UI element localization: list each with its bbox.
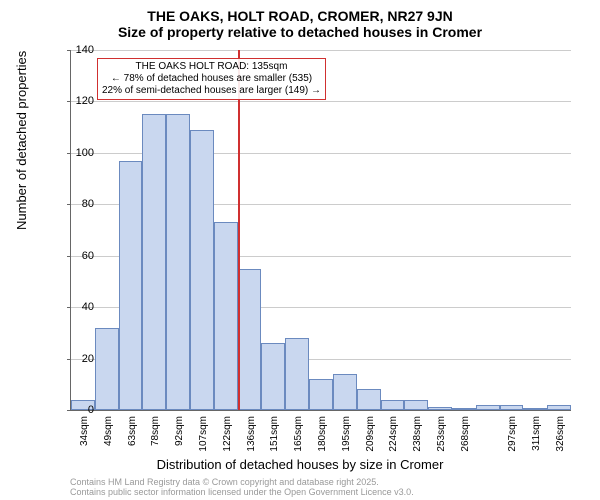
x-tick-label: 165sqm (293, 416, 304, 452)
y-tick-label: 140 (76, 44, 94, 56)
histogram-bar (261, 343, 285, 410)
y-tick (67, 256, 71, 257)
x-tick-label: 180sqm (317, 416, 328, 452)
x-tick-label: 224sqm (388, 416, 399, 452)
x-tick-label: 107sqm (198, 416, 209, 452)
y-axis-label: Number of detached properties (14, 51, 29, 230)
y-tick (67, 307, 71, 308)
x-tick-label: 63sqm (127, 416, 138, 446)
histogram-bar (547, 405, 571, 410)
histogram-bar (476, 405, 500, 410)
y-tick-label: 120 (76, 95, 94, 107)
y-tick (67, 101, 71, 102)
y-tick-label: 20 (82, 353, 94, 365)
histogram-bar (523, 408, 547, 410)
y-tick-label: 80 (82, 198, 94, 210)
y-tick (67, 359, 71, 360)
x-tick-label: 195sqm (341, 416, 352, 452)
x-tick-label: 122sqm (222, 416, 233, 452)
x-tick-label: 253sqm (436, 416, 447, 452)
x-tick-label: 92sqm (174, 416, 185, 446)
footer-line: Contains public sector information licen… (70, 488, 414, 498)
marker-line (238, 50, 240, 410)
x-tick-label: 49sqm (103, 416, 114, 446)
y-tick-label: 60 (82, 250, 94, 262)
histogram-bar (95, 328, 119, 410)
x-tick-label: 151sqm (269, 416, 280, 452)
histogram-bar (166, 114, 190, 410)
chart-title-sub: Size of property relative to detached ho… (0, 24, 600, 44)
x-tick-label: 136sqm (246, 416, 257, 452)
histogram-bar (285, 338, 309, 410)
y-tick-label: 40 (82, 301, 94, 313)
x-tick-label: 326sqm (555, 416, 566, 452)
histogram-bar (357, 389, 381, 410)
callout-line: ← 78% of detached houses are smaller (53… (102, 73, 321, 85)
y-tick (67, 50, 71, 51)
y-tick-label: 100 (76, 147, 94, 159)
histogram-bar (309, 379, 333, 410)
plot-area: THE OAKS HOLT ROAD: 135sqm← 78% of detac… (70, 50, 571, 411)
histogram-bar (119, 161, 143, 410)
x-tick-label: 238sqm (412, 416, 423, 452)
histogram-bar (190, 130, 214, 410)
x-tick-label: 34sqm (79, 416, 90, 446)
histogram-bar (238, 269, 262, 410)
histogram-bar (142, 114, 166, 410)
y-tick (67, 153, 71, 154)
x-tick-label: 209sqm (365, 416, 376, 452)
histogram-chart: THE OAKS, HOLT ROAD, CROMER, NR27 9JN Si… (0, 0, 600, 500)
x-tick-label: 268sqm (460, 416, 471, 452)
grid-line (71, 101, 571, 102)
grid-line (71, 50, 571, 51)
x-axis-label: Distribution of detached houses by size … (0, 457, 600, 472)
x-tick-label: 311sqm (531, 416, 542, 451)
histogram-bar (333, 374, 357, 410)
callout-line: 22% of semi-detached houses are larger (… (102, 85, 321, 97)
y-tick (67, 204, 71, 205)
x-tick-label: 78sqm (150, 416, 161, 446)
chart-footer: Contains HM Land Registry data © Crown c… (70, 478, 414, 498)
x-tick-label: 297sqm (507, 416, 518, 452)
histogram-bar (452, 408, 476, 410)
histogram-bar (428, 407, 452, 410)
histogram-bar (381, 400, 405, 410)
y-tick-label: 0 (88, 404, 94, 416)
marker-callout: THE OAKS HOLT ROAD: 135sqm← 78% of detac… (97, 58, 326, 100)
callout-line: THE OAKS HOLT ROAD: 135sqm (102, 61, 321, 73)
histogram-bar (500, 405, 524, 410)
y-tick (67, 410, 71, 411)
histogram-bar (214, 222, 238, 410)
chart-title-main: THE OAKS, HOLT ROAD, CROMER, NR27 9JN (0, 0, 600, 24)
histogram-bar (404, 400, 428, 410)
